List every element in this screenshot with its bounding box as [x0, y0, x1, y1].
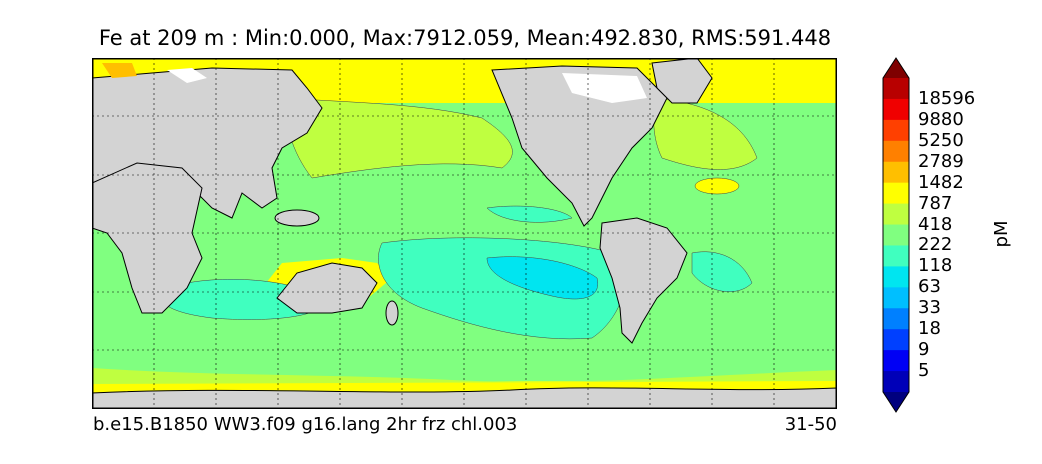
colorbar-unit: pM [991, 220, 1012, 248]
colorbar-segment [883, 78, 909, 100]
colorbar-tick-label: 18596 [918, 87, 976, 109]
colorbar-tick-label: 222 [918, 234, 953, 256]
graticule [92, 58, 837, 409]
colorbar-segment [883, 329, 909, 351]
arctic-orange-patch [102, 63, 137, 78]
colorbar-segments [882, 57, 910, 413]
colorbar-tick-label: 5250 [918, 129, 964, 151]
colorbar-segment [883, 266, 909, 288]
colorbar-tick-label: 1482 [918, 171, 964, 193]
africa [92, 162, 203, 314]
colorbar-segment [883, 98, 909, 121]
colorbar-segment [883, 140, 909, 163]
colorbar-segment [883, 203, 909, 226]
colorbar-extend-max [883, 58, 909, 78]
arctic-ice-patch [167, 68, 207, 83]
colorbar-extend-min [883, 392, 909, 412]
colorbar-segment [883, 371, 909, 393]
north-pacific-low [486, 205, 573, 223]
colorbar-tick-label: 5 [918, 360, 930, 382]
south-america [599, 217, 688, 344]
colorbar-segment [883, 182, 909, 205]
south-pacific-minimum [486, 256, 599, 300]
map-title: Fe at 209 m : Min:0.000, Max:7912.059, M… [98, 26, 832, 50]
new-zealand [385, 300, 399, 326]
arctic-ice-canada [562, 73, 647, 103]
colorbar-segment [883, 287, 909, 309]
colorbar-segment [883, 161, 909, 184]
colorbar-tick-label: 63 [918, 276, 941, 298]
borneo-indonesia [274, 209, 320, 227]
colorbar-segment [883, 224, 909, 246]
colorbar-tick-label: 418 [918, 213, 953, 235]
north-atlantic-zone [653, 97, 758, 170]
colorbar-tick-label: 9880 [918, 108, 964, 130]
colorbar-tick-label: 33 [918, 297, 941, 319]
north-pacific-zone [285, 97, 513, 179]
map-frame [92, 58, 837, 409]
run-caption: b.e15.B1850 WW3.f09 g16.lang 2hr frz chl… [93, 414, 518, 435]
colorbar-tick-label: 9 [918, 339, 930, 361]
map-plot [92, 58, 837, 409]
colorbar [882, 57, 910, 413]
colorbar-outline [882, 57, 910, 413]
years-caption: 31-50 [784, 414, 837, 435]
colorbar-tick-label: 2789 [918, 150, 964, 172]
colorbar-tick-label: 118 [918, 255, 953, 277]
antarctica [92, 387, 837, 409]
australia [276, 262, 378, 314]
ocean-map [92, 58, 837, 409]
colorbar-segment [883, 350, 909, 372]
north-america [491, 65, 668, 227]
colorbar-tick-label: 787 [918, 192, 953, 214]
colorbar-segment [883, 119, 909, 142]
colorbar-segment [883, 308, 909, 330]
colorbar-tick-label: 18 [918, 318, 941, 340]
south-atlantic-low [691, 251, 753, 292]
greenland [651, 58, 713, 104]
atlantic-yellow-patch [694, 177, 740, 195]
colorbar-segment [883, 245, 909, 267]
